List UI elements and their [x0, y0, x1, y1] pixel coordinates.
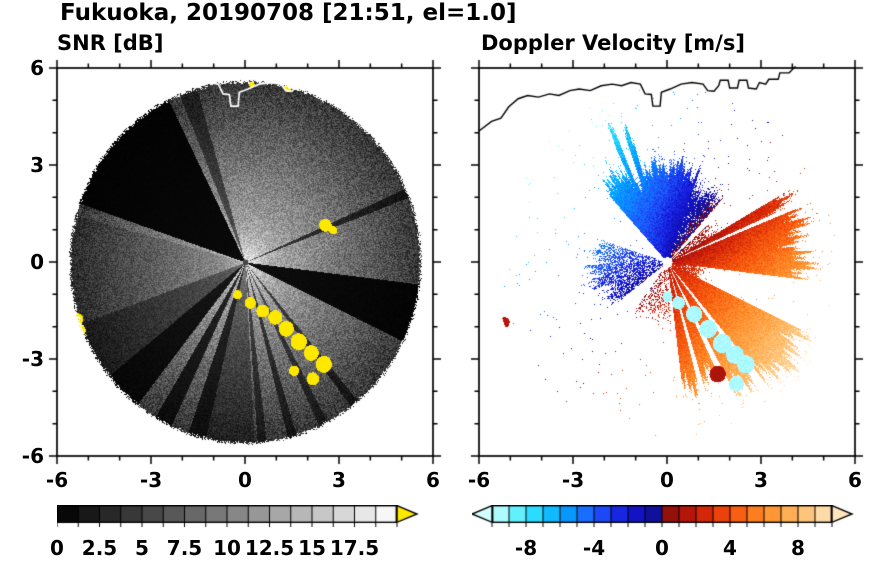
velocity-colorbar-label: 8 — [791, 536, 805, 560]
snr-colorbar-label: 17.5 — [329, 536, 380, 560]
y-tick-label: 6 — [30, 56, 44, 80]
x-tick-label-left: 6 — [426, 468, 440, 492]
snr-colorbar-label: 7.5 — [166, 536, 203, 560]
velocity-colorbar-label: -8 — [514, 536, 538, 560]
y-tick-label: 0 — [30, 250, 44, 274]
snr-radar-plot — [43, 54, 447, 470]
snr-colorbar — [57, 505, 421, 535]
velocity-colorbar-label: 0 — [655, 536, 669, 560]
x-tick-label-right: 0 — [660, 468, 674, 492]
snr-colorbar-label: 10 — [213, 536, 241, 560]
x-tick-label-left: 0 — [238, 468, 252, 492]
x-tick-label-left: 3 — [332, 468, 346, 492]
x-tick-label-right: 6 — [848, 468, 862, 492]
velocity-colorbar-label: -4 — [582, 536, 606, 560]
x-tick-label-right: -3 — [561, 468, 585, 492]
y-tick-label: 3 — [30, 153, 44, 177]
x-tick-label-left: -3 — [139, 468, 163, 492]
snr-panel-title: SNR [dB] — [57, 31, 164, 55]
snr-colorbar-label: 2.5 — [81, 536, 118, 560]
x-tick-label-right: -6 — [467, 468, 491, 492]
velocity-panel-title: Doppler Velocity [m/s] — [481, 31, 745, 55]
figure-title: Fukuoka, 20190708 [21:51, el=1.0] — [60, 0, 517, 26]
snr-colorbar-label: 5 — [135, 536, 149, 560]
y-tick-label: -3 — [21, 347, 44, 371]
velocity-colorbar — [472, 505, 856, 535]
snr-colorbar-label: 0 — [50, 536, 64, 560]
velocity-colorbar-label: 4 — [723, 536, 737, 560]
snr-colorbar-label: 12.5 — [244, 536, 295, 560]
y-tick-label: -6 — [21, 444, 44, 468]
velocity-radar-plot — [465, 54, 869, 470]
x-tick-label-left: -6 — [45, 468, 69, 492]
x-tick-label-right: 3 — [754, 468, 768, 492]
snr-colorbar-label: 15 — [298, 536, 326, 560]
